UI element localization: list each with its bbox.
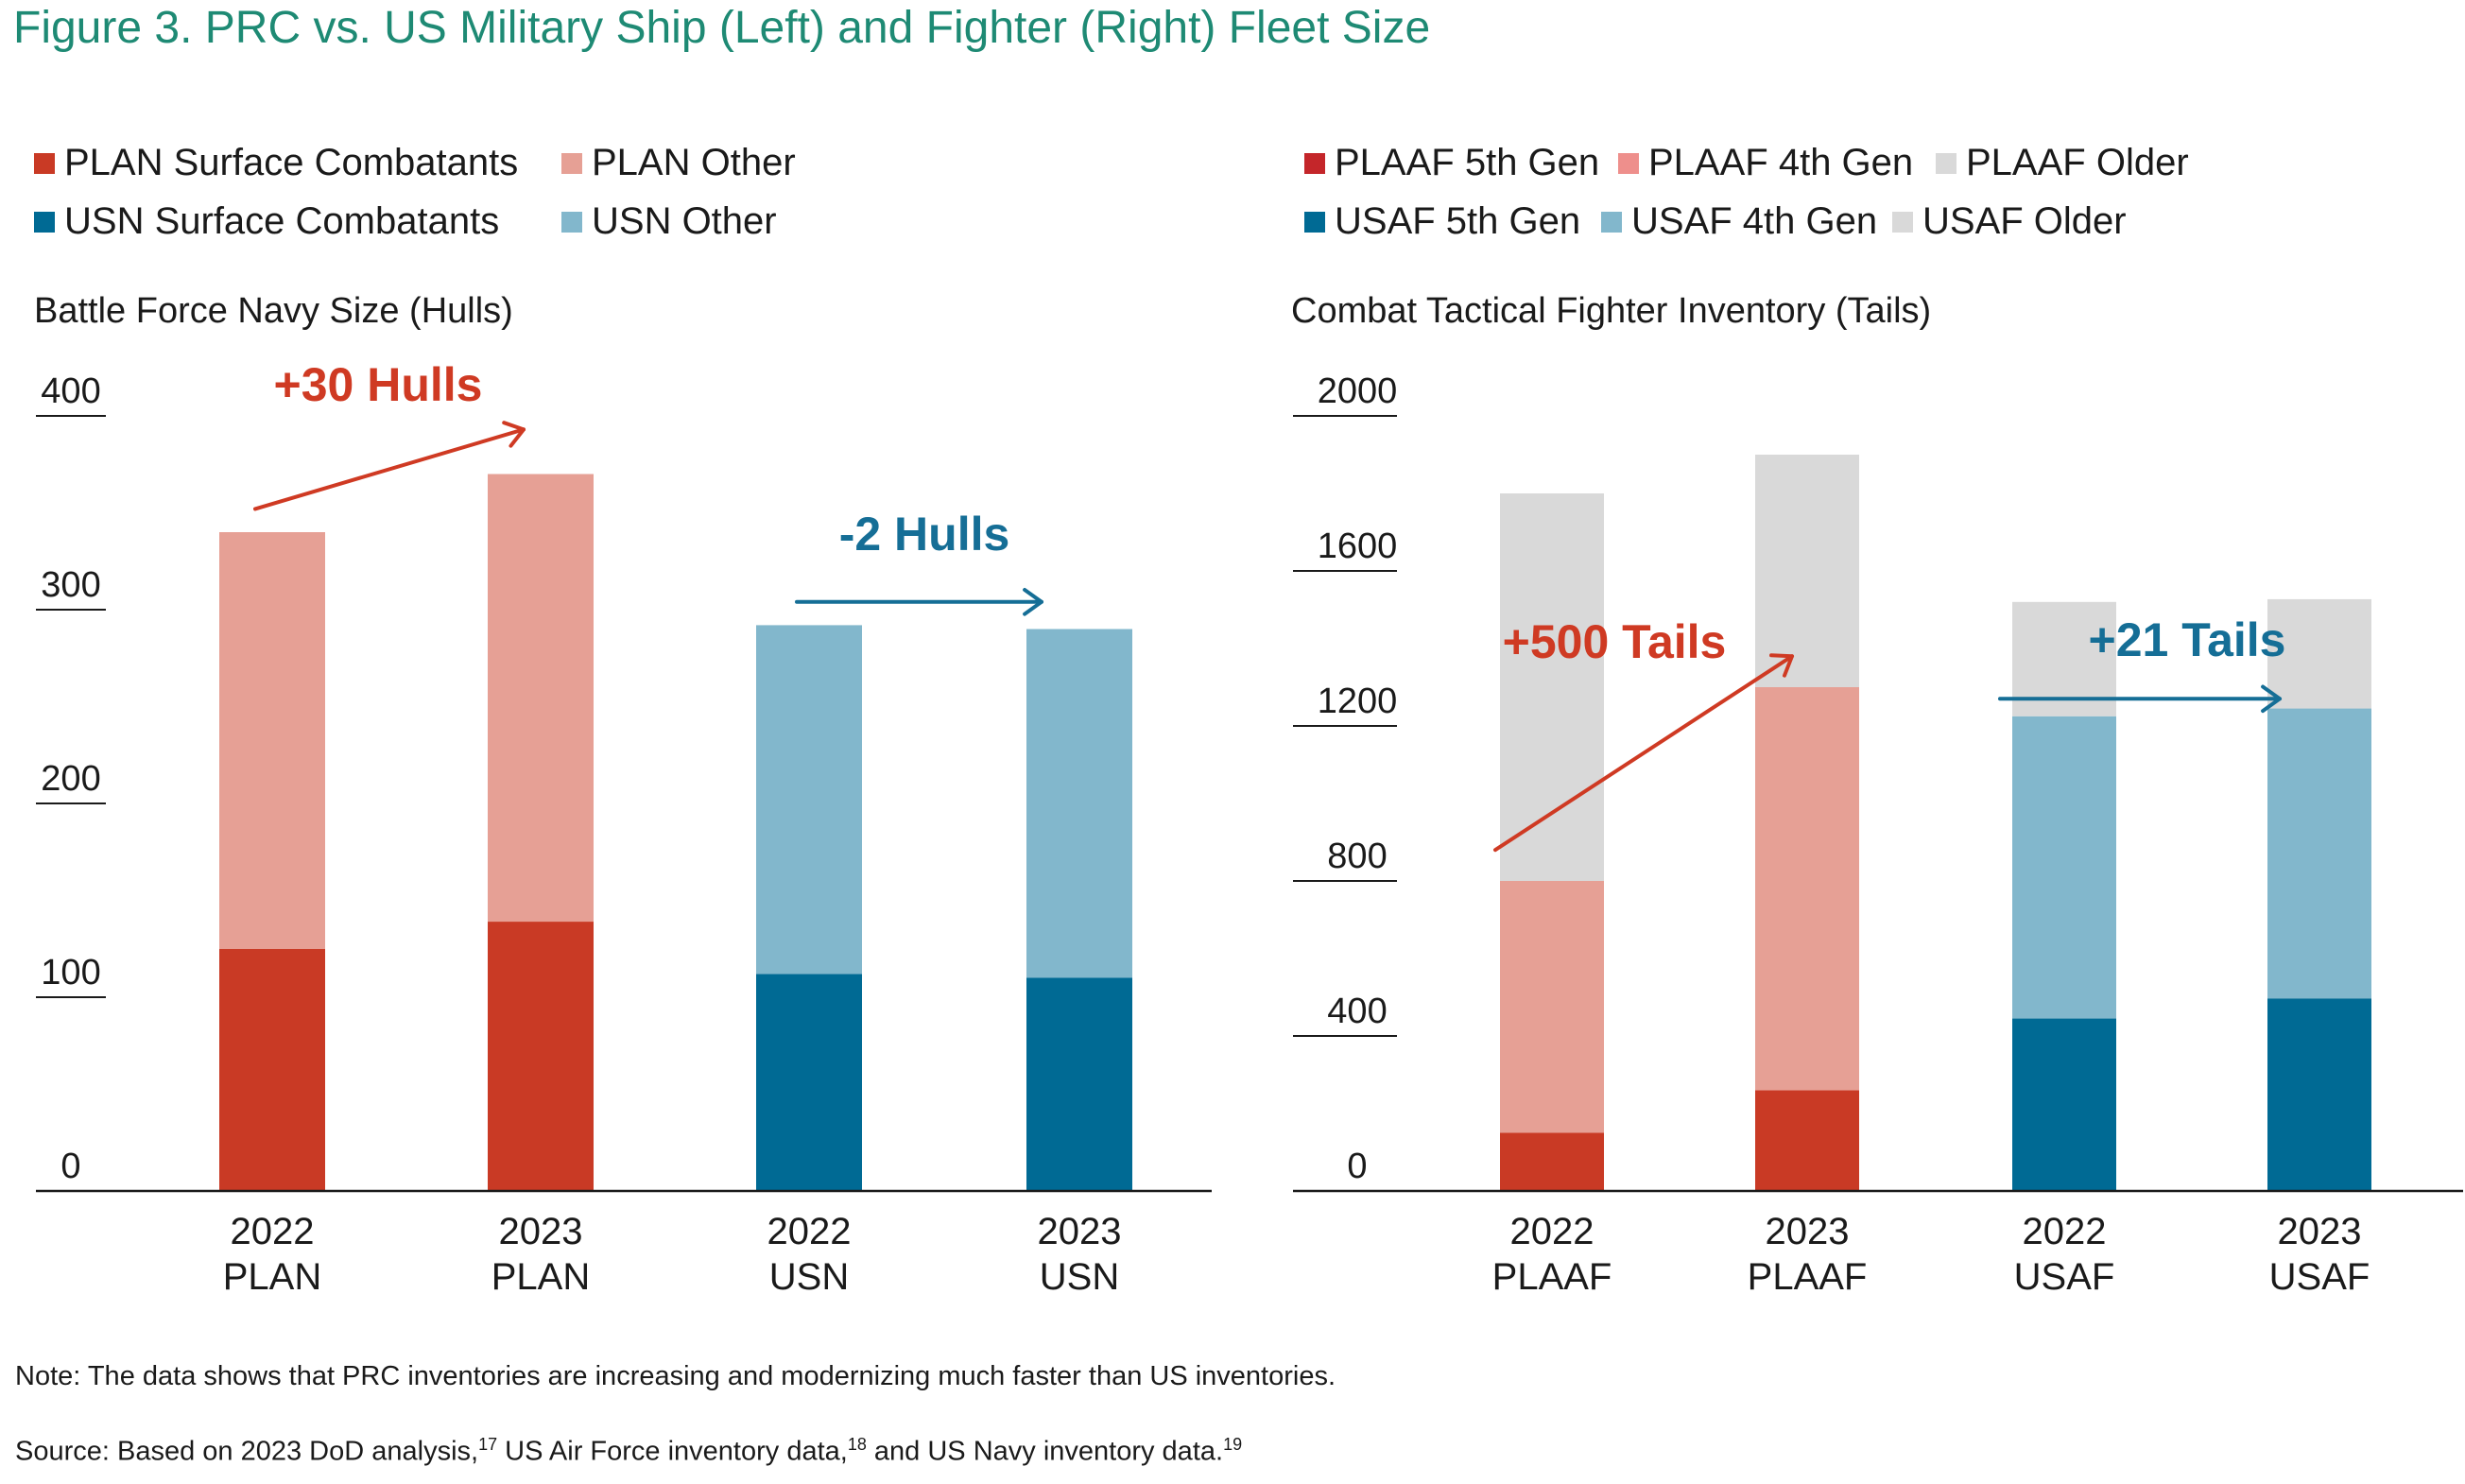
legend-item-plaaf-older: PLAAF Older — [1936, 142, 2189, 184]
legend-label: USAF 5th Gen — [1335, 200, 1581, 242]
bar-segment-usaf-5th-gen — [2267, 998, 2371, 1191]
annotation-label: +500 Tails — [1503, 615, 1727, 668]
bar-segment-plaaf-older — [1755, 455, 1859, 687]
right-chart-title: Combat Tactical Fighter Inventory (Tails… — [1291, 291, 1932, 331]
x-category-label: 2022 — [231, 1211, 315, 1252]
legend-label: PLAAF 4th Gen — [1648, 142, 1914, 183]
x-category-label: USAF — [2269, 1256, 2370, 1298]
x-category-label: PLAN — [491, 1256, 591, 1298]
annotation-arrow-head — [2261, 684, 2282, 714]
legend-swatch — [1892, 211, 1913, 233]
bar-segment-plaaf-4th-gen — [1755, 687, 1859, 1091]
legend-item-usaf-5th: USAF 5th Gen — [1304, 200, 1580, 243]
x-category-label: 2022 — [767, 1211, 852, 1252]
x-category-label: 2023 — [1038, 1211, 1122, 1252]
bar-segment-usaf-4th-gen — [2267, 708, 2371, 999]
bar-segment-plaaf-5th-gen — [1500, 1132, 1604, 1191]
chart-note: Note: The data shows that PRC inventorie… — [15, 1361, 1336, 1391]
y-tick-label: 400 — [41, 371, 100, 411]
navy-size-chart: 01002003004002022PLAN2023PLAN2022USN2023… — [36, 358, 1212, 1298]
legend-swatch — [1601, 211, 1622, 233]
annotation-arrow-line — [253, 427, 526, 511]
legend-label: PLAAF Older — [1966, 142, 2189, 183]
y-tick-label: 0 — [1347, 1147, 1367, 1186]
legend-label: PLAAF 5th Gen — [1335, 142, 1600, 183]
x-category-label: PLAAF — [1492, 1256, 1612, 1298]
x-category-label: USN — [769, 1256, 849, 1298]
legend-label: USN Surface Combatants — [64, 200, 500, 242]
legend-swatch — [1304, 152, 1325, 174]
y-tick-label: 1600 — [1318, 526, 1398, 566]
legend-label: USN Other — [592, 200, 777, 242]
fighter-inventory-chart: 04008001200160020002022PLAAF2023PLAAF202… — [1293, 371, 2463, 1298]
legend-item-usaf-4th: USAF 4th Gen — [1601, 200, 1877, 243]
source-ref-17: 17 — [478, 1435, 498, 1454]
bar-segment-plan-other — [219, 532, 325, 949]
bar-segment-plaaf-5th-gen — [1755, 1090, 1859, 1191]
x-category-label: 2022 — [2023, 1211, 2107, 1252]
legend-label: USAF Older — [1922, 200, 2127, 242]
legend-item-usaf-older: USAF Older — [1892, 200, 2127, 243]
x-category-label: PLAAF — [1748, 1256, 1868, 1298]
legend-swatch — [34, 211, 55, 233]
legend-swatch — [1618, 152, 1639, 174]
chart-source: Source: Based on 2023 DoD analysis,17 US… — [15, 1435, 1242, 1468]
source-ref-19: 19 — [1223, 1435, 1243, 1454]
legend-swatch — [561, 211, 582, 233]
legend-swatch — [561, 152, 582, 174]
bar-segment-usn-surface-combatants — [756, 974, 862, 1191]
y-tick-label: 300 — [41, 565, 100, 605]
annotation-arrow-head — [502, 421, 526, 448]
bar-segment-usaf-older — [2267, 598, 2371, 709]
annotation-label: +21 Tails — [2089, 613, 2286, 666]
x-category-label: 2022 — [1510, 1211, 1594, 1252]
x-category-label: PLAN — [223, 1256, 322, 1298]
annotation-arrow-head — [1769, 653, 1794, 678]
legend-label: USAF 4th Gen — [1631, 200, 1878, 242]
bar-segment-plaaf-4th-gen — [1500, 881, 1604, 1133]
legend-swatch — [1936, 152, 1956, 174]
bar-segment-usn-surface-combatants — [1026, 977, 1132, 1191]
annotation-label: +30 Hulls — [274, 358, 483, 411]
y-tick-label: 200 — [41, 759, 100, 799]
y-tick-label: 100 — [41, 953, 100, 992]
legend-label: PLAN Surface Combatants — [64, 142, 519, 183]
x-category-label: USN — [1040, 1256, 1119, 1298]
source-text-3: and US Navy inventory data. — [866, 1436, 1224, 1467]
legend-item-plan-surface: PLAN Surface Combatants — [34, 142, 518, 184]
x-category-label: 2023 — [1766, 1211, 1850, 1252]
legend-item-plan-other: PLAN Other — [561, 142, 796, 184]
figure-title: Figure 3. PRC vs. US Military Ship (Left… — [13, 3, 1431, 53]
annotation-arrow-line — [1493, 654, 1794, 853]
bar-segment-plan-surface-combatants — [219, 948, 325, 1191]
y-tick-label: 1200 — [1318, 682, 1398, 721]
y-tick-label: 2000 — [1318, 371, 1398, 411]
legend-item-usn-other: USN Other — [561, 200, 777, 243]
x-category-label: USAF — [2014, 1256, 2115, 1298]
y-tick-label: 400 — [1327, 992, 1387, 1031]
bar-segment-plaaf-older — [1500, 493, 1604, 881]
left-chart-title: Battle Force Navy Size (Hulls) — [34, 291, 513, 331]
annotation-label: -2 Hulls — [839, 508, 1010, 561]
source-ref-18: 18 — [847, 1435, 867, 1454]
source-text-2: US Air Force inventory data, — [497, 1436, 848, 1467]
y-tick-label: 800 — [1327, 837, 1387, 876]
source-text-1: Source: Based on 2023 DoD analysis, — [15, 1436, 479, 1467]
bar-segment-usaf-4th-gen — [2012, 716, 2116, 1019]
x-category-label: 2023 — [2278, 1211, 2362, 1252]
bar-segment-usn-other — [756, 625, 862, 975]
legend-item-plaaf-4th: PLAAF 4th Gen — [1618, 142, 1913, 184]
bar-segment-plan-other — [488, 474, 594, 923]
legend-swatch — [34, 152, 55, 174]
legend-item-plaaf-5th: PLAAF 5th Gen — [1304, 142, 1599, 184]
legend-label: PLAN Other — [592, 142, 796, 183]
legend-item-usn-surface: USN Surface Combatants — [34, 200, 499, 243]
legend-swatch — [1304, 211, 1325, 233]
bar-segment-usn-other — [1026, 629, 1132, 978]
bar-segment-usaf-5th-gen — [2012, 1018, 2116, 1191]
x-category-label: 2023 — [499, 1211, 583, 1252]
bar-segment-plan-surface-combatants — [488, 922, 594, 1191]
y-tick-label: 0 — [60, 1147, 80, 1186]
annotation-arrow-head — [1023, 588, 1043, 616]
